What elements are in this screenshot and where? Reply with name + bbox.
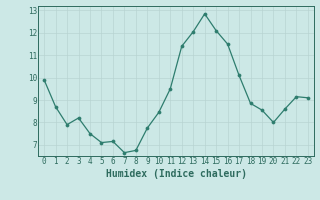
X-axis label: Humidex (Indice chaleur): Humidex (Indice chaleur) <box>106 169 246 179</box>
